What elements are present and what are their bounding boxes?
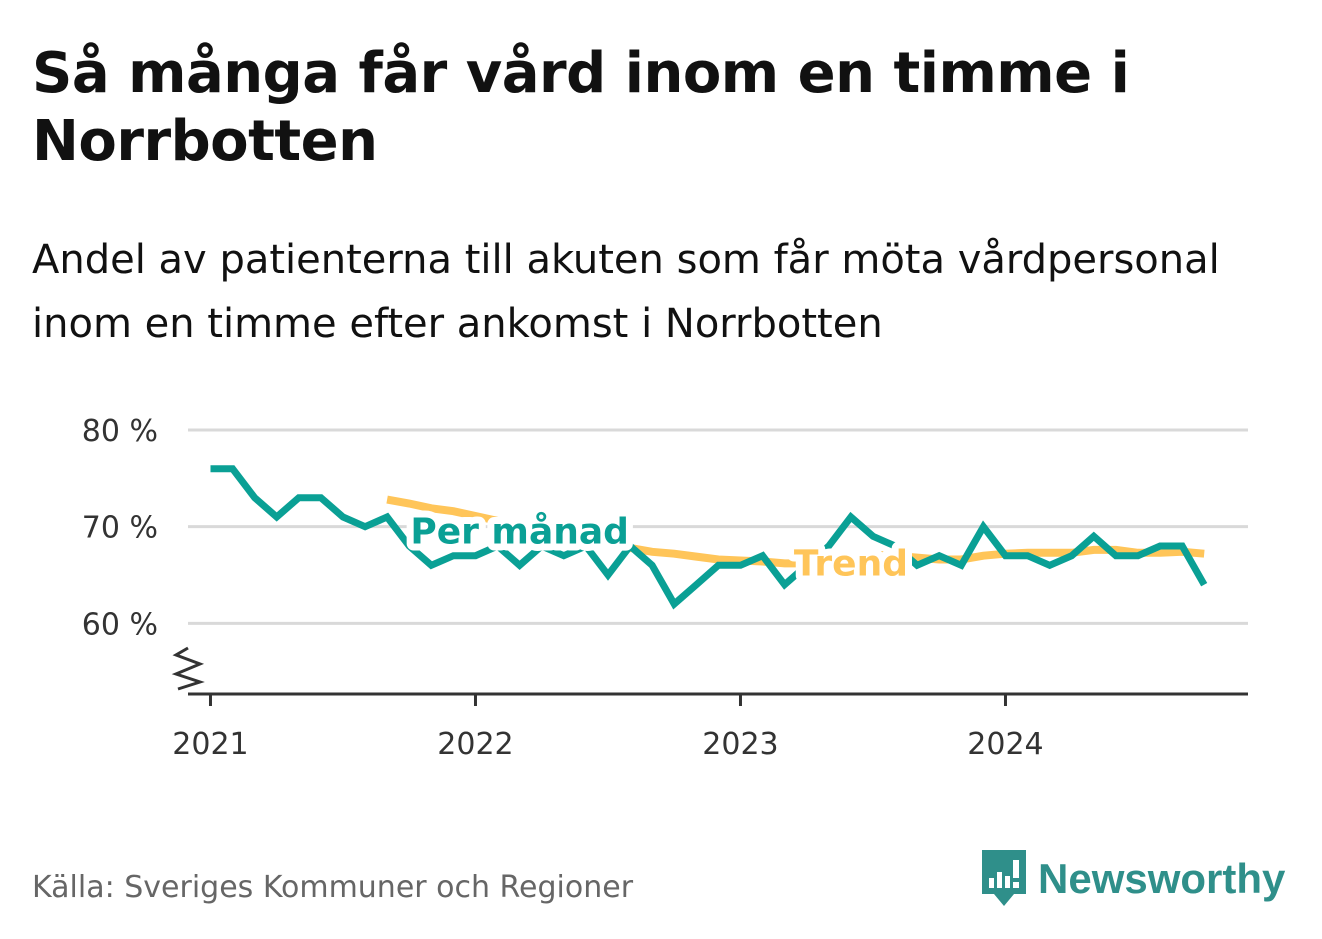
series-label-halo: Trend [794,543,908,584]
x-tick-label: 2023 [702,727,778,762]
chart-title: Så många får vård inom en timme i Norrbo… [32,41,1130,174]
x-tick-label: 2022 [437,727,513,762]
newsworthy-logo-icon [982,850,1026,906]
axes: 60 % 70 % 80 % 2021 2022 2023 2024 [82,414,1248,762]
series-lines [210,465,1208,610]
x-tick-label: 2024 [967,727,1043,762]
trend-label: Trend [794,543,908,584]
monthly-label: Per månad [410,512,629,553]
series-label-halo: Per månad [410,512,629,553]
x-tick-label: 2021 [172,727,248,762]
axis-break-icon [171,646,205,691]
y-tick-label: 60 % [82,607,158,642]
trend-line [386,495,1205,568]
y-tick-label: 70 % [82,511,158,546]
chart-subtitle: Andel av patienterna till akuten som får… [32,237,1220,347]
monthly-line [210,465,1208,610]
grid-lines [188,428,1248,625]
brand-name: Newsworthy [1038,855,1286,902]
y-tick-label: 80 % [82,414,158,449]
source-note: Källa: Sveriges Kommuner och Regioner [32,870,634,905]
line-chart: 60 %70 %80 %2021 2022 2023 2024 Per månadPe… [82,414,1248,762]
brand-logo[interactable]: Newsworthy [980,848,1285,910]
